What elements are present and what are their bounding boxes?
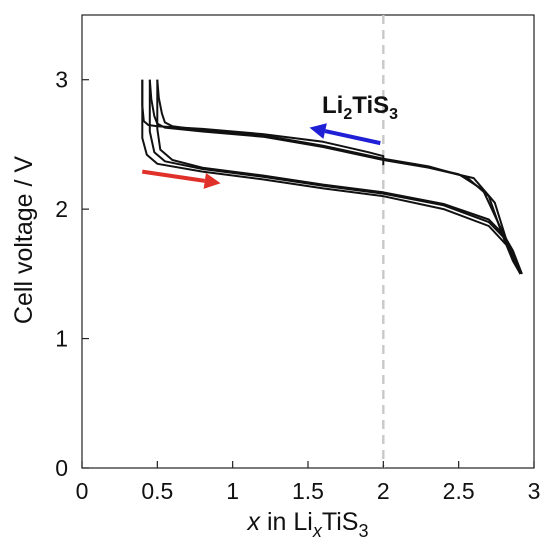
x-tick-label-2: 1 [226,478,239,504]
x-tick-label-3: 1.5 [292,478,324,504]
x-tick-label-6: 3 [528,478,541,504]
series-group [141,79,523,275]
y-tick-label-3: 3 [55,67,68,93]
x-tick-label-1: 0.5 [141,478,173,504]
y-axis-title: Cell voltage / V [10,156,38,324]
arrows-group [141,123,381,189]
x-tick-label-4: 2 [377,478,390,504]
ticks-group: 0 0.5 1 1.5 2 2.5 3 0 1 2 3 [55,67,540,504]
x-tick-label-5: 2.5 [443,478,475,504]
y-tick-label-2: 2 [55,196,68,222]
x-axis-title: x in LixTiS3 [247,508,369,541]
x-tick-label-0: 0 [76,478,89,504]
discharge-arrow-head [203,172,221,189]
series-line-7 [413,162,523,275]
y-tick-label-0: 0 [55,455,68,481]
series-line-6 [156,79,523,275]
annotation-label: Li2TiS3 [322,92,398,123]
charge-arrow-shaft [324,129,381,146]
discharge-arrow-shaft [141,169,206,183]
y-tick-label-1: 1 [55,326,68,352]
charge-arrow-head [309,123,327,139]
series-line-3 [148,79,522,275]
